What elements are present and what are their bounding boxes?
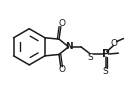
Text: N: N: [65, 42, 72, 51]
Text: S: S: [103, 67, 108, 76]
Text: P: P: [102, 49, 109, 59]
Text: O: O: [111, 39, 118, 48]
Text: O: O: [58, 19, 65, 28]
Text: S: S: [87, 53, 93, 62]
Text: O: O: [58, 65, 65, 74]
